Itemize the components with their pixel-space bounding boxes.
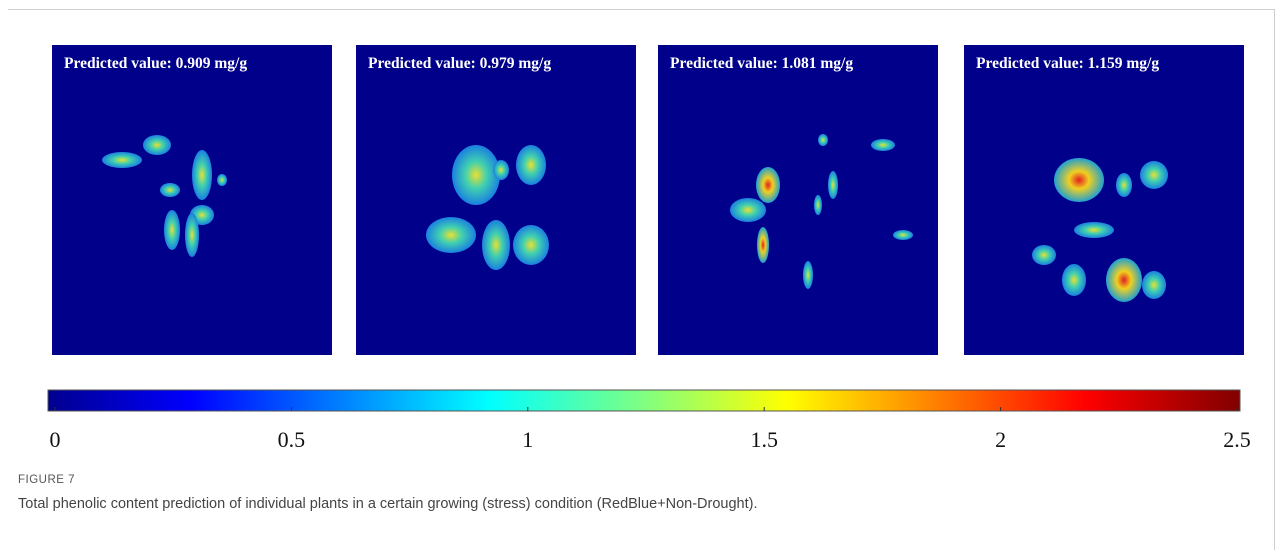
- heatmap-panel: [964, 45, 1244, 355]
- plant-region: [756, 167, 780, 203]
- plant-region: [164, 210, 180, 250]
- plant-region: [102, 152, 142, 168]
- plant-region: [1142, 271, 1166, 299]
- plant-region: [192, 150, 212, 200]
- heatmap-panel: [658, 45, 938, 355]
- plant-region: [803, 261, 813, 289]
- plant-region: [482, 220, 510, 270]
- plant-region: [730, 198, 766, 222]
- plant-region: [217, 174, 227, 186]
- plant-region: [185, 213, 199, 257]
- tick-label: 1.5: [750, 427, 778, 452]
- plant-region: [160, 183, 180, 197]
- heatmap-panel: [356, 45, 636, 355]
- plant-region: [493, 160, 509, 180]
- tick-label: 2.5: [1223, 427, 1251, 452]
- plant-region: [452, 145, 500, 205]
- plant-region: [1032, 245, 1056, 265]
- tick-label: 1: [522, 427, 533, 452]
- plant-region: [1074, 222, 1114, 238]
- plant-region: [1116, 173, 1132, 197]
- plant-region: [1054, 158, 1104, 202]
- colorbar: [48, 390, 1240, 411]
- caption: Total phenolic content prediction of ind…: [18, 496, 758, 512]
- tick-label: 0: [50, 427, 61, 452]
- tick-label: 0.5: [278, 427, 306, 452]
- plant-region: [143, 135, 171, 155]
- plant-region: [757, 227, 769, 263]
- plant-region: [1106, 258, 1142, 302]
- figure: Predicted value: 0.909 mg/g Predicted val…: [0, 0, 1282, 539]
- tick-label: 2: [995, 427, 1006, 452]
- panel-title: Predicted value: 1.159 mg/g: [976, 55, 1159, 72]
- panel-title: Predicted value: 0.909 mg/g: [64, 55, 247, 72]
- panel-title: Predicted value: 1.081 mg/g: [670, 55, 853, 72]
- plant-region: [871, 139, 895, 151]
- figure-graphic: Predicted value: 0.909 mg/g Predicted val…: [0, 0, 1282, 470]
- plant-region: [513, 225, 549, 265]
- plant-region: [818, 134, 828, 146]
- plant-region: [516, 145, 546, 185]
- plant-region: [1062, 264, 1086, 296]
- heatmap-panel: [52, 45, 332, 355]
- plant-region: [426, 217, 476, 253]
- panel-title: Predicted value: 0.979 mg/g: [368, 55, 551, 72]
- plant-region: [828, 171, 838, 199]
- figure-label: FIGURE 7: [18, 474, 75, 486]
- plant-region: [814, 195, 822, 215]
- plant-region: [1140, 161, 1168, 189]
- plant-region: [893, 230, 913, 240]
